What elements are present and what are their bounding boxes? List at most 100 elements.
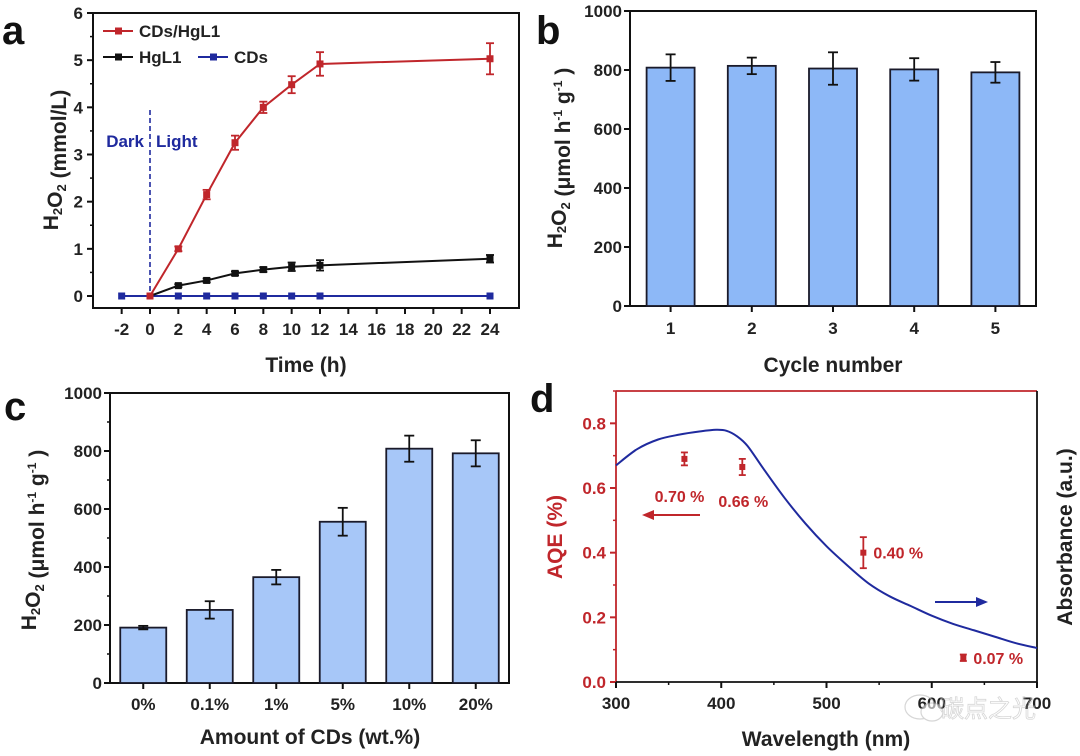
x-tick-label: 20 [424,320,443,339]
x-tick-label: 500 [812,694,840,713]
bar [185,609,234,684]
legend-label: CDs/HgL1 [139,22,220,41]
x-tick-label: 300 [602,694,630,713]
y-tick-label: 800 [594,61,622,80]
panel-letter-d: d [530,377,554,421]
y-tick-label: 800 [74,442,102,461]
y-tick-label: 0.2 [582,608,606,627]
y-tick-label: 2 [74,193,83,212]
panel-letter-a: a [2,9,25,53]
x-tick-label: 3 [828,319,837,338]
x-tick-label: 18 [396,320,415,339]
x-tick-label: 4 [909,319,919,338]
legend-item: HgL1 [103,48,182,67]
x-tick-label: 6 [230,320,239,339]
x-tick-label: 5% [330,695,355,714]
data-point [118,292,126,300]
data-point [174,292,182,300]
x-tick-label: 0 [145,320,154,339]
y-tick-label: 0 [93,674,102,693]
y-tick-label: 0.0 [582,673,606,692]
panel-letter-b: b [536,9,560,53]
x-tick-label: 1 [666,319,675,338]
legend-item: CDs [198,48,268,67]
y-axis-title: H2O2 (mmol/L) [40,90,71,230]
y-tick-label: 1000 [64,384,102,403]
data-point [486,55,494,63]
arrow-right-icon [976,597,988,607]
bar [451,452,500,684]
data-point [146,292,154,300]
x-tick-label: 5 [991,319,1000,338]
series-line-cds-hgl1 [149,57,491,297]
x-tick-label: 400 [707,694,735,713]
legend-marker [115,27,122,35]
watermark-text: 碳点之光 [940,695,1036,723]
absorbance-curve [615,428,1038,650]
y-axis-title: H2O2 (μmol h-1 g-1 ) [544,68,575,249]
data-point [316,261,324,269]
y-tick-label: 0.4 [582,544,606,563]
x-tick-label: 700 [1023,694,1051,713]
x-tick-label: 1% [264,695,289,714]
y-axis-title-left: AQE (%) [544,495,567,579]
light-label: Light [156,132,198,151]
aqe-point [960,654,967,661]
legend-item: CDs/HgL1 [103,22,220,41]
x-tick-label: 24 [481,320,500,339]
x-tick-label: 2 [747,319,756,338]
data-point [259,266,267,274]
data-point [288,81,296,89]
y-tick-label: 400 [594,179,622,198]
panel-letter-c: c [4,385,26,429]
y-tick-label: 6 [74,4,83,23]
x-tick-label: 10% [392,695,426,714]
legend-marker [210,53,217,61]
y-axis-title: H2O2 (μmol h-1 g-1 ) [18,450,49,631]
aqe-label: 0.40 % [873,546,923,563]
data-point [316,292,324,300]
aqe-point [739,463,746,470]
legend-label: HgL1 [139,48,182,67]
data-point [288,292,296,300]
aqe-point [860,549,867,556]
x-axis-title: Amount of CDs (wt.%) [200,726,420,749]
aqe-label: 0.07 % [973,651,1023,668]
x-tick-label: 22 [452,320,471,339]
data-point [174,282,182,290]
data-point [231,292,239,300]
aqe-label: 0.70 % [655,489,705,506]
bar [726,64,777,307]
bar [889,68,940,307]
x-tick-label: 8 [259,320,268,339]
x-tick-label: 0% [131,695,156,714]
x-tick-label: 10 [282,320,301,339]
legend: CDs/HgL1 HgL1 CDs [103,22,268,67]
x-tick-label: 14 [339,320,358,339]
y-tick-label: 1 [74,240,83,259]
aqe-point [681,455,688,462]
y-tick-label: 3 [74,146,83,165]
data-point [231,139,239,147]
y-tick-label: 600 [594,120,622,139]
aqe-label: 0.66 % [718,494,768,511]
x-axis-title: Time (h) [265,354,346,377]
bar [808,67,858,307]
y-tick-label: 0 [613,297,622,316]
data-point [316,60,324,68]
data-point [259,292,267,300]
y-tick-label: 5 [74,51,83,70]
plot-frame [92,12,520,309]
data-point [231,269,239,277]
y-tick-label: 0.6 [582,479,606,498]
bar [970,71,1021,307]
watermark: 碳点之光 [904,694,1036,723]
x-axis-title: Wavelength (nm) [742,728,910,751]
data-point [486,255,494,263]
y-tick-label: 200 [594,238,622,257]
x-tick-label: 2 [174,320,183,339]
x-tick-label: 12 [311,320,330,339]
data-point [486,292,494,300]
panel-b-bar-chart: 0 200 400 600 800 1000 1 2 3 4 5 Cycle number H2O2 (… [544,2,1037,377]
